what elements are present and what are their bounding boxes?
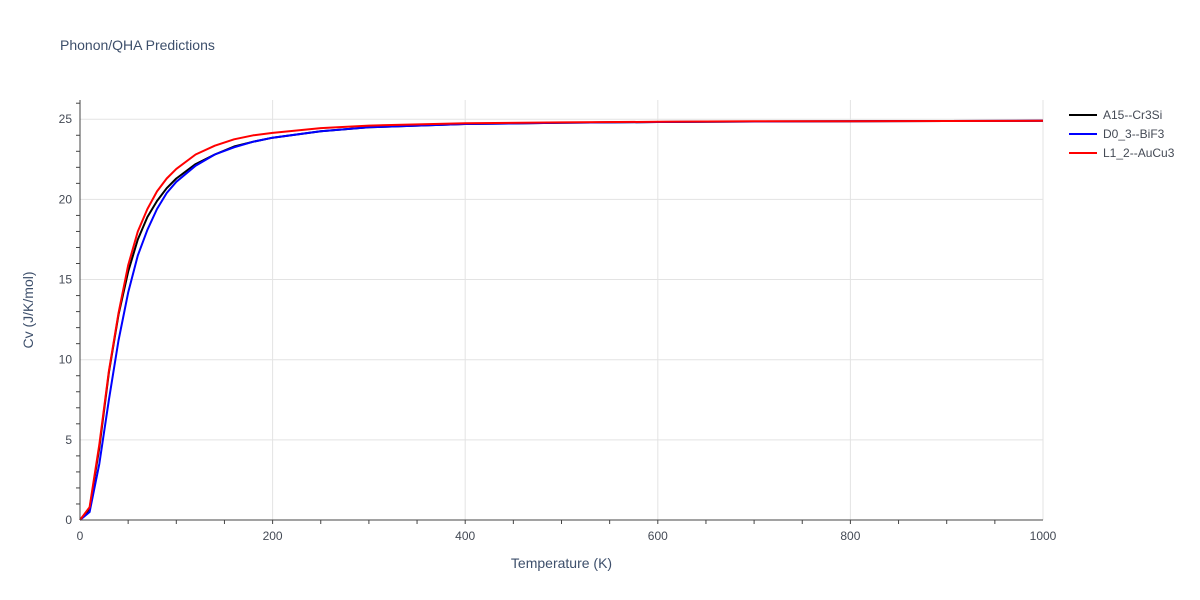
legend-label: L1_2--AuCu3	[1103, 146, 1175, 160]
y-tick-label: 20	[59, 192, 73, 206]
y-tick-label: 25	[59, 112, 73, 126]
y-tick-label: 10	[59, 353, 73, 367]
y-axis-title: Cv (J/K/mol)	[20, 272, 36, 349]
legend-label: A15--Cr3Si	[1103, 108, 1162, 122]
series-line-D0_3--BiF3	[79, 119, 1044, 521]
y-tick-label: 5	[65, 433, 72, 447]
legend-item[interactable]: D0_3--BiF3	[1069, 127, 1165, 141]
x-tick-label: 400	[455, 529, 475, 543]
chart-title: Phonon/QHA Predictions	[60, 37, 215, 53]
axes	[76, 100, 1043, 524]
legend-item[interactable]: A15--Cr3Si	[1069, 108, 1162, 122]
series-group	[79, 119, 1044, 521]
series-line-A15--Cr3Si	[79, 119, 1044, 521]
grid-lines	[80, 100, 1044, 520]
y-ticks: 0 5 10 15 20 25	[59, 112, 73, 527]
x-axis-title: Temperature (K)	[511, 555, 612, 571]
y-tick-label: 0	[65, 513, 72, 527]
x-tick-label: 1000	[1030, 529, 1057, 543]
x-tick-label: 600	[648, 529, 668, 543]
legend[interactable]: A15--Cr3Si D0_3--BiF3 L1_2--AuCu3	[1069, 108, 1175, 160]
legend-label: D0_3--BiF3	[1103, 127, 1165, 141]
x-ticks: 0 200 400 600 800 1000	[77, 529, 1057, 543]
x-tick-label: 200	[263, 529, 283, 543]
legend-item[interactable]: L1_2--AuCu3	[1069, 146, 1175, 160]
x-tick-label: 800	[840, 529, 860, 543]
y-tick-label: 15	[59, 273, 73, 287]
x-tick-label: 0	[77, 529, 84, 543]
series-line-L1_2--AuCu3	[79, 119, 1044, 521]
